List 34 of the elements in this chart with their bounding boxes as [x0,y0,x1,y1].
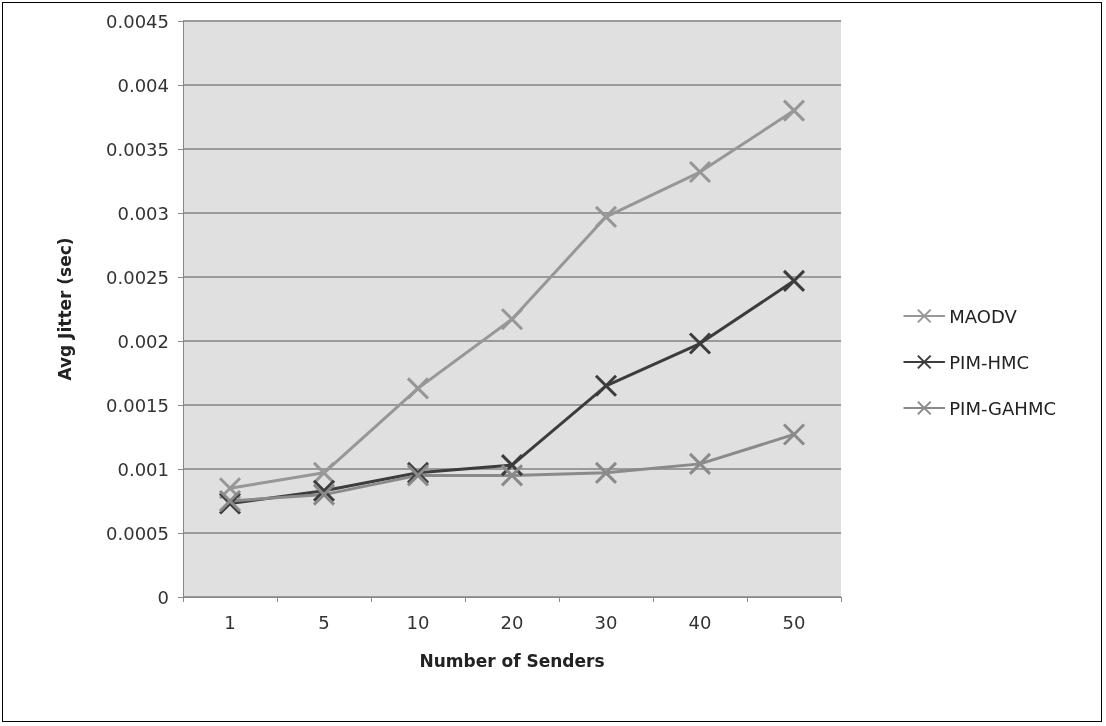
x-tick-label: 20 [500,611,524,633]
point [594,205,618,229]
x-tick-label: 40 [688,611,712,633]
y-axis-title: Avg Jitter (sec) [54,237,75,381]
x-axis-title: Number of Senders [419,650,605,671]
y-tick-label: 0.0025 [106,266,169,288]
point [688,160,712,184]
x-tick-label: 5 [318,611,330,633]
x-tick-label: 50 [782,611,806,633]
y-tick-label: 0.0015 [106,394,169,416]
y-tick-label: 0.0005 [106,522,169,544]
y-tick-label: 0 [157,586,169,608]
y-tick-label: 0.0035 [106,138,169,160]
point [594,374,618,398]
point [688,452,712,476]
x-tick-label: 30 [594,611,618,633]
x-tick-label: 10 [406,611,430,633]
point [500,307,524,331]
legend-label: PIM-HMC [949,351,1030,373]
y-tick-label: 0.003 [117,202,169,224]
point [782,422,806,446]
point [782,269,806,293]
point [688,332,712,356]
point [500,463,524,487]
point [594,461,618,485]
point [406,376,430,400]
y-tick-label: 0.002 [117,330,169,352]
y-tick-label: 0.0045 [106,10,169,32]
legend-label: PIM-GAHMC [949,397,1057,419]
y-tick-label: 0.001 [117,458,169,480]
legend-label: MAODV [949,305,1018,327]
y-tick-label: 0.004 [117,74,169,96]
x-tick-label: 1 [224,611,236,633]
point [782,99,806,123]
